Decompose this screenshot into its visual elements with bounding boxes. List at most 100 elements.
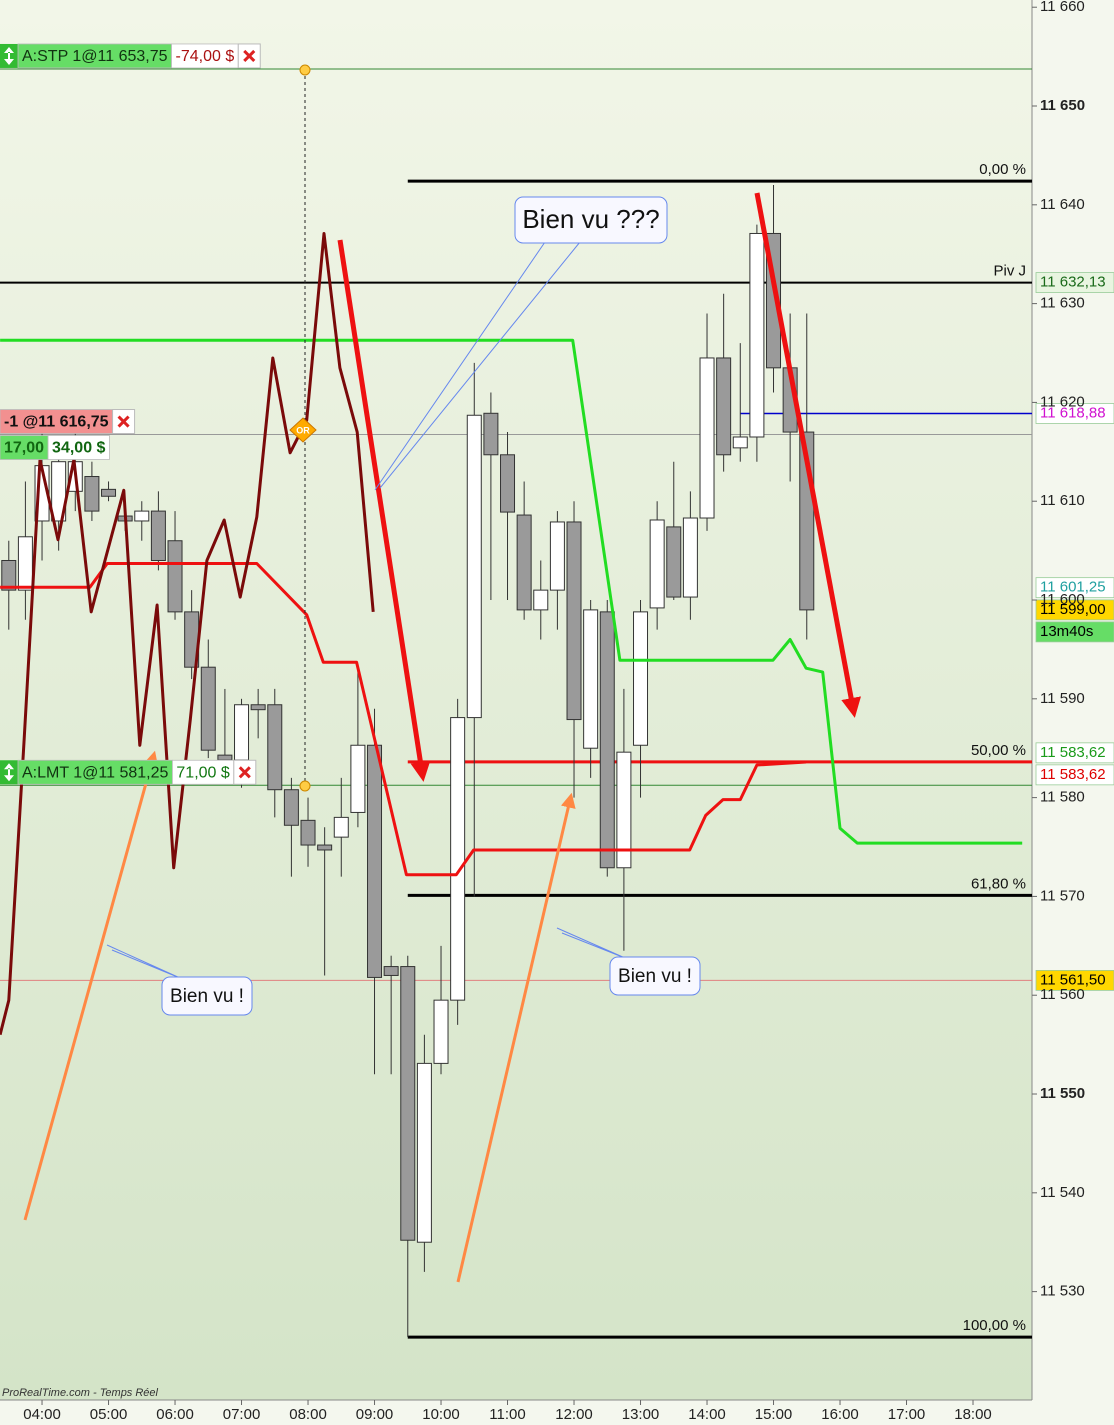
candle-body bbox=[732, 436, 748, 449]
x-tick-label: 08:00 bbox=[289, 1406, 327, 1423]
x-tick-label: 18:00 bbox=[954, 1406, 992, 1423]
price-tag-label: 11 601,25 bbox=[1040, 579, 1106, 596]
x-tick-label: 09:00 bbox=[356, 1406, 394, 1423]
close-icon bbox=[117, 415, 130, 428]
x-tick-label: 05:00 bbox=[90, 1406, 128, 1423]
position-detail-box bbox=[47, 435, 110, 460]
candle-body bbox=[533, 589, 549, 611]
candle-body bbox=[283, 789, 299, 826]
candle-body bbox=[583, 609, 599, 749]
candle-body bbox=[400, 966, 416, 1241]
candle-body bbox=[101, 488, 117, 497]
signal-marker bbox=[289, 417, 317, 443]
candle-body bbox=[51, 461, 67, 522]
price-tag-label: 11 599,00 bbox=[1040, 601, 1106, 618]
indicator-line bbox=[0, 232, 375, 1036]
position-label-box bbox=[0, 409, 113, 434]
candle-body bbox=[633, 611, 649, 746]
candle-body bbox=[483, 412, 499, 456]
position-detail: 17,00 bbox=[4, 440, 44, 457]
y-tick-label: 11 530 bbox=[1040, 1283, 1085, 1300]
candle-body bbox=[317, 844, 333, 851]
candle-body bbox=[616, 751, 632, 869]
candle-body bbox=[333, 816, 349, 838]
position-detail: 34,00 $ bbox=[52, 440, 105, 457]
candle-body bbox=[682, 517, 698, 598]
price-tag-label: 11 632,13 bbox=[1040, 274, 1106, 291]
callout-text: Bien vu ! bbox=[170, 986, 244, 1007]
x-tick-label: 07:00 bbox=[223, 1406, 261, 1423]
y-tick-label: 11 560 bbox=[1040, 986, 1085, 1003]
price-tag-box bbox=[1035, 272, 1114, 293]
candle-body bbox=[1, 559, 17, 591]
candle-body bbox=[433, 999, 449, 1064]
candle-body bbox=[549, 521, 565, 591]
x-tick-label: 12:00 bbox=[555, 1406, 593, 1423]
y-tick-label: 11 640 bbox=[1040, 196, 1085, 213]
x-tick-label: 06:00 bbox=[156, 1406, 194, 1423]
position-detail-box bbox=[0, 435, 49, 460]
level-label: 61,80 % bbox=[971, 875, 1026, 892]
candle-body bbox=[17, 536, 33, 591]
candle-body bbox=[250, 704, 266, 711]
orange-arrow bbox=[456, 792, 576, 1283]
price-tag-label: 11 618,88 bbox=[1040, 404, 1106, 421]
order-label: A:LMT 1@11 581,25 bbox=[22, 764, 169, 781]
callout-text: Bien vu ! bbox=[618, 966, 692, 987]
x-tick-label: 14:00 bbox=[688, 1406, 726, 1423]
candle-body bbox=[599, 611, 615, 869]
tags: 11 632,13 11 618,88 11 601,25 11 599,00 13m4… bbox=[0, 43, 1114, 1016]
annotations-layer: OR bbox=[23, 64, 861, 1283]
y-tick-label: 11 580 bbox=[1040, 789, 1085, 806]
candle-body bbox=[350, 744, 366, 813]
order-pnl: -74,00 $ bbox=[176, 48, 235, 65]
candle-body bbox=[167, 540, 183, 613]
price-tag-label: 11 583,62 bbox=[1040, 766, 1106, 783]
y-tick-label: 11 620 bbox=[1040, 393, 1085, 410]
level-label: 0,00 % bbox=[979, 161, 1026, 178]
price-tag-label: 11 583,62 bbox=[1040, 744, 1106, 761]
level-label: 100,00 % bbox=[963, 1317, 1026, 1334]
y-tick-label: 11 610 bbox=[1040, 492, 1085, 509]
y-tick-label: 11 650 bbox=[1040, 97, 1085, 114]
x-tick-label: 15:00 bbox=[755, 1406, 793, 1423]
order-icon-arrow bbox=[4, 46, 14, 65]
callout-pointer bbox=[374, 241, 581, 491]
candle-body bbox=[267, 704, 283, 791]
y-tick-label: 11 540 bbox=[1040, 1184, 1085, 1201]
x-tick-label: 13:00 bbox=[622, 1406, 660, 1423]
x-tick-label: 17:00 bbox=[888, 1406, 926, 1423]
callout-pointer bbox=[556, 927, 626, 959]
indicator-line bbox=[0, 338, 1023, 845]
axis-background bbox=[1032, 0, 1114, 1425]
candle-body bbox=[516, 514, 532, 611]
x-axis-background bbox=[0, 1400, 1032, 1425]
candle-body bbox=[300, 819, 316, 846]
order-icon-arrow bbox=[4, 763, 14, 782]
price-tag-box bbox=[1035, 577, 1114, 599]
price-tag-label: 13m40s bbox=[1040, 623, 1093, 640]
candle-body bbox=[134, 510, 150, 522]
callout-box bbox=[609, 956, 701, 996]
position-label: -1 @11 616,75 bbox=[4, 414, 109, 431]
signal-label: OR bbox=[296, 425, 310, 435]
y-tick-label: 11 660 bbox=[1040, 0, 1085, 15]
order-pnl: 71,00 $ bbox=[176, 764, 229, 781]
callout-box bbox=[514, 196, 668, 244]
candle-body bbox=[416, 1062, 432, 1243]
candle-body bbox=[450, 717, 466, 1001]
y-tick-label: 11 630 bbox=[1040, 295, 1085, 312]
candle-body bbox=[749, 232, 765, 438]
order-label-box bbox=[17, 43, 172, 69]
y-tick-label: 11 570 bbox=[1040, 887, 1085, 904]
red-arrow bbox=[337, 239, 431, 782]
callout-pointer bbox=[106, 944, 181, 979]
close-icon bbox=[243, 49, 256, 63]
candle-body bbox=[666, 526, 682, 598]
indicator-line bbox=[0, 562, 807, 877]
x-tick-label: 04:00 bbox=[23, 1406, 61, 1423]
order-pnl-box bbox=[172, 759, 235, 785]
candle-body bbox=[699, 357, 715, 519]
